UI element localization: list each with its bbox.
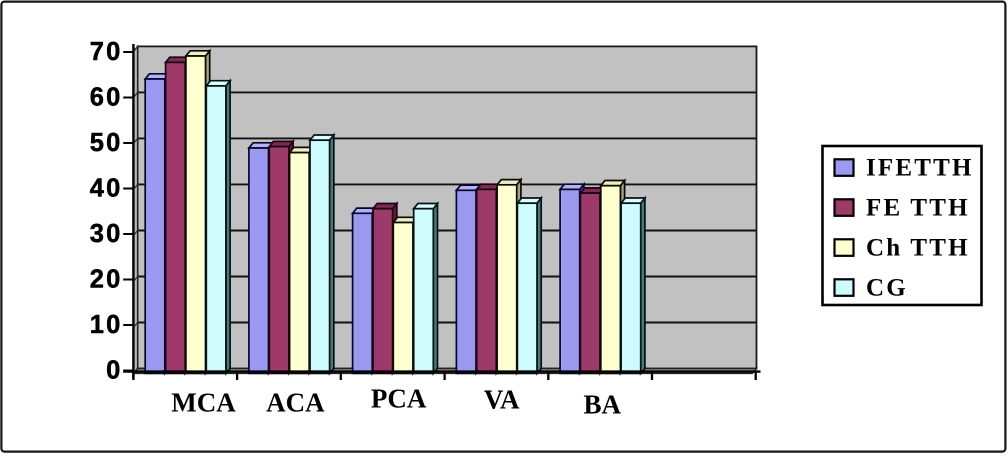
svg-text:60: 60 [90, 84, 123, 112]
svg-text:MCA: MCA [171, 388, 236, 418]
svg-text:IFETTH: IFETTH [866, 155, 974, 182]
svg-text:Ch TTH: Ch TTH [866, 235, 970, 262]
svg-text:CG: CG [866, 275, 908, 302]
svg-text:20: 20 [90, 266, 123, 294]
svg-text:50: 50 [90, 129, 123, 157]
svg-text:VA: VA [484, 385, 520, 415]
svg-text:BA: BA [583, 390, 621, 420]
svg-text:PCA: PCA [371, 384, 427, 414]
svg-text:40: 40 [90, 175, 123, 203]
svg-text:FE TTH: FE TTH [866, 195, 970, 222]
svg-text:30: 30 [90, 220, 123, 248]
svg-text:0: 0 [106, 357, 122, 385]
svg-text:70: 70 [90, 38, 123, 66]
svg-text:ACA: ACA [266, 388, 325, 418]
svg-text:10: 10 [90, 311, 123, 339]
